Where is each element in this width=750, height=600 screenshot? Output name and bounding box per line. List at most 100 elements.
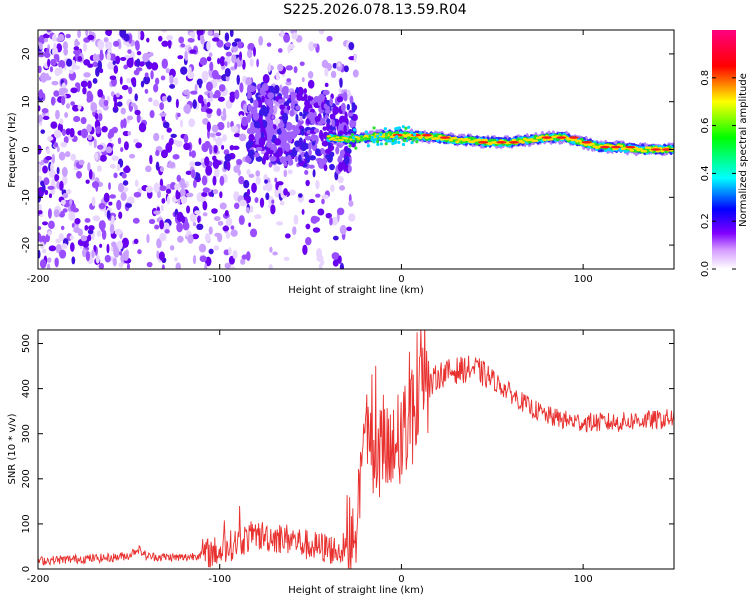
- spectrogram-speckle: [174, 257, 178, 262]
- spectrogram-speckle: [292, 226, 297, 236]
- spectrogram-speckle: [136, 58, 141, 68]
- spectrogram-speckle: [262, 74, 270, 84]
- snr-series-line: [38, 330, 674, 569]
- spectrogram-speckle: [301, 77, 305, 83]
- spectrogram-speckle: [38, 175, 43, 183]
- spectrogram-speckle: [47, 208, 52, 219]
- spectrogram-speckle: [122, 130, 130, 137]
- spectrogram-speckle: [326, 118, 331, 124]
- spectrogram-speckle: [103, 99, 109, 107]
- spectrogram-speckle: [133, 138, 139, 144]
- spectrogram-speckle: [73, 115, 80, 123]
- spectrogram-speckle: [165, 68, 171, 74]
- spectrogram-speckle: [351, 102, 356, 109]
- spectrogram-speckle: [215, 137, 223, 147]
- spectrogram-speckle: [115, 55, 121, 65]
- spectrogram-speckle: [401, 142, 406, 147]
- spectrogram-speckle: [224, 262, 232, 269]
- spectrogram-speckle: [312, 169, 316, 178]
- spectrogram-speckle: [183, 134, 189, 144]
- spectrogram-speckle: [175, 140, 183, 148]
- spectrogram-speckle: [344, 155, 350, 165]
- spectrogram-ridge-band: [533, 139, 539, 143]
- spectrogram-speckle: [307, 111, 315, 120]
- spectrogram-speckle: [211, 69, 219, 80]
- spectrogram-speckle: [305, 179, 310, 187]
- spectrogram-ridge-band: [511, 138, 517, 142]
- spectrogram-speckle: [319, 129, 324, 140]
- spectrogram-speckle: [198, 137, 202, 145]
- spectrogram-speckle: [368, 134, 372, 139]
- spectrogram-speckle: [205, 165, 213, 176]
- spectrogram-speckle: [53, 42, 57, 48]
- spectrogram-speckle: [123, 166, 131, 174]
- spectrogram-speckle: [202, 187, 210, 193]
- spectrogram-speckle: [331, 252, 340, 260]
- spectrogram-speckle: [321, 101, 325, 111]
- spectrogram-speckle: [166, 195, 170, 205]
- spectrogram-speckle: [214, 90, 221, 98]
- spectrogram-speckle: [155, 161, 160, 171]
- spectrogram-speckle: [47, 231, 52, 236]
- spectrogram-speckle: [80, 128, 89, 139]
- snr-ylabel: SNR (10 * v/v): [7, 413, 18, 484]
- spectrogram-speckle: [283, 34, 291, 43]
- spectrogram-speckle: [51, 80, 59, 86]
- spectrogram-speckle: [299, 61, 305, 67]
- spectrogram-speckle: [188, 66, 192, 76]
- snr-ytick-label: 300: [21, 424, 32, 443]
- spectrogram-speckle: [73, 46, 80, 51]
- spectrogram-speckle: [153, 132, 160, 142]
- spectrogram-speckle: [179, 119, 184, 128]
- spectrogram-speckle: [364, 130, 369, 134]
- spectrogram-speckle: [127, 49, 132, 54]
- spectrogram-speckle: [353, 54, 357, 63]
- snr-ytick-label: 200: [21, 469, 32, 488]
- spectrogram-speckle: [175, 98, 179, 109]
- spectrogram-speckle: [48, 245, 57, 252]
- spectrogram-speckle: [332, 235, 339, 241]
- spectrogram-speckle: [281, 112, 289, 123]
- spectrogram-speckle: [214, 167, 220, 178]
- spectrogram-speckle: [239, 199, 247, 207]
- spectrogram-speckle: [43, 177, 50, 186]
- spectrogram-speckle: [75, 170, 82, 179]
- spectrogram-speckle: [325, 212, 332, 219]
- spectrogram-speckle: [288, 43, 295, 50]
- spectrogram-speckle: [356, 139, 360, 143]
- spectrogram-speckle: [38, 163, 42, 173]
- spectrogram-speckle: [379, 142, 384, 146]
- spectrogram-speckle: [69, 69, 74, 75]
- spectrogram-speckle: [189, 212, 197, 223]
- spectrogram-speckle: [286, 131, 294, 137]
- spectrogram-speckle: [249, 97, 254, 104]
- spectrogram-speckle: [44, 189, 49, 196]
- spectrogram-speckle: [253, 99, 259, 109]
- spectrogram-speckle: [317, 208, 325, 216]
- spectrogram-speckle: [112, 257, 117, 267]
- spectrogram-speckle: [45, 156, 52, 161]
- colorbar-tick-label: 0.4: [700, 165, 711, 181]
- spectrogram-speckle: [66, 103, 71, 109]
- spectrogram-speckle: [106, 243, 110, 254]
- spectrogram-speckle: [255, 155, 263, 162]
- spectrogram-speckle: [153, 83, 159, 93]
- spectrogram-speckle: [395, 135, 399, 139]
- spectrogram-speckle: [191, 169, 196, 179]
- spectrogram-speckle: [283, 156, 291, 161]
- spectrogram-speckle: [298, 154, 302, 164]
- spectrogram-speckle: [252, 112, 260, 121]
- spectrogram-speckle: [38, 249, 41, 259]
- spectrogram-speckle: [324, 109, 332, 114]
- spectrogram-speckle: [122, 118, 127, 129]
- spectrogram-speckle: [222, 107, 227, 118]
- spectrogram-speckle: [229, 266, 236, 269]
- spectrogram-speckle: [140, 80, 145, 88]
- spectrogram-speckle: [116, 163, 121, 171]
- spectrogram-speckle: [127, 196, 135, 205]
- spectrogram-speckle: [176, 222, 184, 233]
- spectrogram-speckle: [57, 33, 65, 42]
- spectrogram-speckle: [211, 124, 219, 133]
- spectrogram-speckle: [85, 250, 91, 262]
- spectrogram-speckle: [285, 121, 293, 131]
